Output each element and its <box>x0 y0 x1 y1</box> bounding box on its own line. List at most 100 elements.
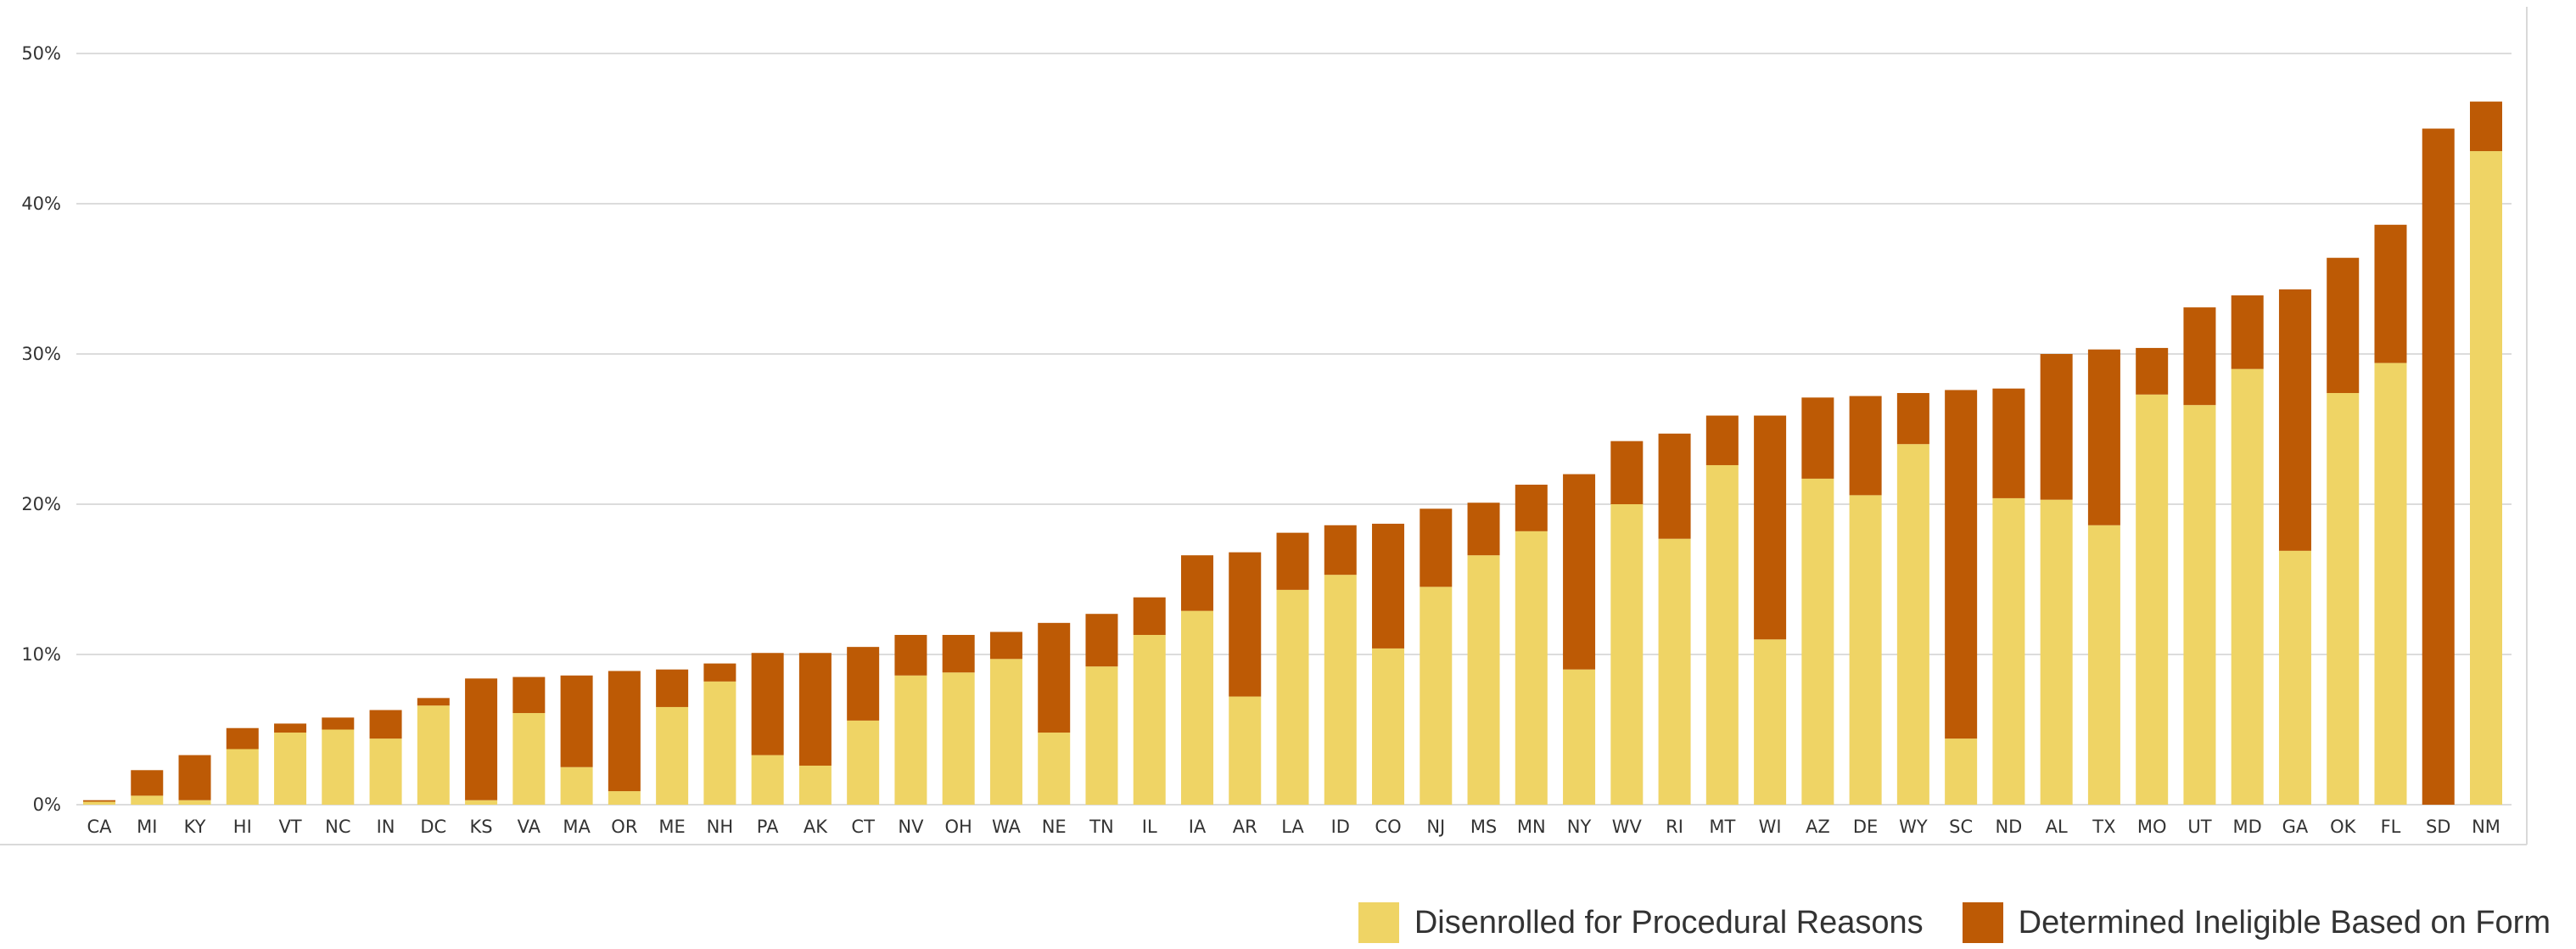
x-tick-label: PA <box>757 817 779 837</box>
y-tick-label: 10% <box>21 644 61 665</box>
bar-procedural-tn <box>1085 666 1118 805</box>
bar-ineligible-ca <box>83 800 115 802</box>
bar-procedural-ok <box>2327 393 2360 805</box>
x-tick-label: KS <box>470 817 493 837</box>
x-tick-label: NY <box>1567 817 1592 837</box>
bar-ineligible-nc <box>322 717 355 730</box>
bar-ineligible-tx <box>2087 349 2120 525</box>
bar-ineligible-nh <box>703 663 736 682</box>
bar-procedural-mo <box>2136 394 2169 805</box>
x-tick-label: MA <box>563 817 591 837</box>
x-tick-label: UT <box>2187 817 2211 837</box>
x-tick-label: NC <box>325 817 350 837</box>
bar-ineligible-vt <box>274 723 307 733</box>
bar-procedural-ks <box>465 800 498 805</box>
bar-procedural-de <box>1849 495 1882 805</box>
x-tick-label: SD <box>2426 817 2451 837</box>
bar-ineligible-pa <box>751 653 784 755</box>
x-tick-label: NV <box>898 817 924 837</box>
bar-ineligible-wv <box>1610 441 1644 504</box>
bar-ineligible-nv <box>894 634 927 676</box>
x-tick-label: CT <box>851 817 875 837</box>
x-tick-label: WV <box>1612 817 1643 837</box>
x-tick-label: AZ <box>1806 817 1830 837</box>
x-tick-label: MD <box>2233 817 2262 837</box>
x-tick-label: HI <box>233 817 252 837</box>
bar-procedural-mt <box>1705 464 1739 805</box>
bar-ineligible-wa <box>989 632 1022 660</box>
bar-procedural-ny <box>1563 669 1596 805</box>
x-tick-label: SC <box>1949 817 1973 837</box>
x-tick-label: OH <box>945 817 972 837</box>
legend: Disenrolled for Procedural Reasons Deter… <box>1358 901 2576 944</box>
bar-ineligible-va <box>512 677 546 714</box>
bar-ineligible-nm <box>2470 101 2502 152</box>
bar-ineligible-ia <box>1180 555 1213 611</box>
bar-ineligible-mt <box>1705 415 1739 465</box>
legend-label-ineligible: Determined Ineligible Based on Form <box>2018 904 2551 941</box>
y-axis-ticks: 0% 10% 20% 30% 40% 50% <box>21 43 61 815</box>
bar-ineligible-ar <box>1229 552 1262 697</box>
bar-procedural-me <box>656 706 689 805</box>
bar-ineligible-md <box>2231 295 2264 369</box>
bar-procedural-tx <box>2087 525 2120 805</box>
bar-procedural-mn <box>1515 531 1548 805</box>
bar-ineligible-co <box>1372 524 1405 649</box>
bar-ineligible-de <box>1849 396 1882 496</box>
bar-ineligible-sd <box>2422 128 2455 805</box>
bar-procedural-in <box>369 738 402 805</box>
x-tick-label: TN <box>1089 817 1114 837</box>
bar-procedural-vt <box>274 733 307 805</box>
bar-ineligible-or <box>608 671 641 792</box>
y-tick-label: 0% <box>33 795 61 815</box>
x-tick-label: ND <box>1995 817 2022 837</box>
bar-ineligible-ne <box>1038 622 1071 733</box>
x-tick-label: DC <box>420 817 446 837</box>
x-tick-label: IL <box>1142 817 1157 837</box>
x-tick-label: KY <box>184 817 206 837</box>
bar-procedural-dc <box>417 705 450 805</box>
bar-ineligible-ms <box>1467 503 1500 556</box>
x-tick-label: AK <box>804 817 828 837</box>
x-tick-label: IA <box>1189 817 1207 837</box>
bar-procedural-ut <box>2183 405 2216 805</box>
bar-ineligible-ok <box>2327 257 2360 394</box>
x-tick-label: MS <box>1470 817 1497 837</box>
bar-ineligible-oh <box>942 634 975 673</box>
bar-ineligible-ky <box>178 755 211 800</box>
x-tick-label: DE <box>1853 817 1878 837</box>
bar-procedural-al <box>2040 499 2073 805</box>
bar-procedural-nh <box>703 681 736 805</box>
bar-procedural-wa <box>989 659 1022 805</box>
bar-procedural-wv <box>1610 504 1644 805</box>
bar-ineligible-az <box>1801 397 1834 479</box>
bar-ineligible-in <box>369 710 402 739</box>
bar-procedural-fl <box>2374 362 2407 805</box>
bar-ineligible-ma <box>560 675 593 767</box>
bar-procedural-pa <box>751 755 784 805</box>
y-tick-label: 50% <box>21 43 61 64</box>
y-tick-label: 20% <box>21 494 61 514</box>
x-tick-label: LA <box>1281 817 1304 837</box>
bar-ineligible-mi <box>131 770 164 796</box>
bar-procedural-nv <box>894 675 927 805</box>
x-tick-label: CO <box>1375 817 1401 837</box>
x-tick-label: AR <box>1233 817 1257 837</box>
bar-procedural-ga <box>2278 550 2311 805</box>
bar-ineligible-mn <box>1515 484 1548 531</box>
bar-procedural-ma <box>560 766 593 805</box>
legend-swatch-procedural <box>1358 902 1399 943</box>
legend-item-ineligible: Determined Ineligible Based on Form <box>1962 902 2551 943</box>
bar-ineligible-ut <box>2183 307 2216 406</box>
plot-frame <box>0 7 2528 845</box>
x-tick-label: MO <box>2137 817 2167 837</box>
bar-ineligible-mo <box>2136 347 2169 395</box>
bar-procedural-sc <box>1945 738 1978 805</box>
bar-procedural-id <box>1324 575 1357 805</box>
bar-ineligible-hi <box>226 727 259 750</box>
x-tick-label: VA <box>518 817 541 837</box>
bar-procedural-ar <box>1229 696 1262 805</box>
bar-ineligible-ny <box>1563 474 1596 670</box>
bar-ineligible-nd <box>1992 388 2025 498</box>
